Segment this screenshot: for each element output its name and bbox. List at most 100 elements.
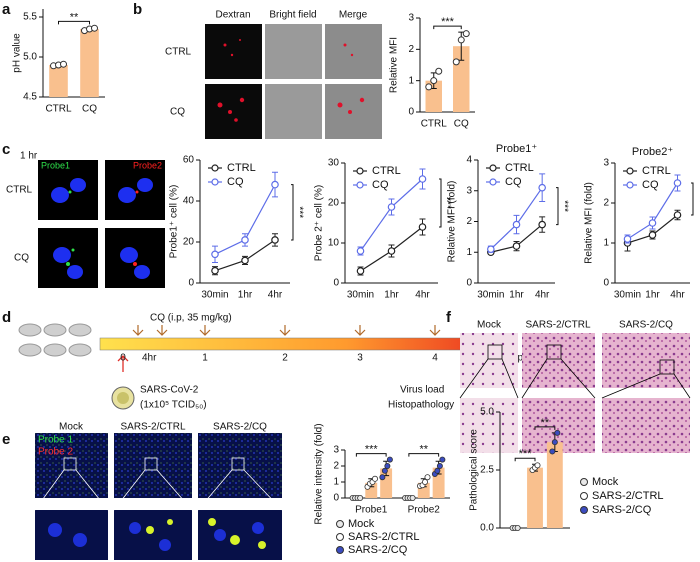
channel-label: Probe 1 [38, 435, 73, 446]
x-tick-label: 4hr [268, 290, 283, 301]
channel-label: Probe2 [133, 160, 162, 170]
significance-label: *** [558, 200, 569, 212]
data-point [457, 36, 465, 44]
image-row-label: CQ [170, 107, 185, 118]
line-marker [512, 220, 521, 229]
legend-label: CQ [372, 179, 389, 191]
channel-label: Probe1 [41, 160, 70, 170]
bar [380, 468, 393, 498]
significance-bracket [691, 182, 694, 216]
data-point [436, 462, 443, 469]
significance-bracket [514, 457, 536, 462]
bar [365, 482, 378, 498]
significance-label: *** [365, 444, 379, 456]
data-point [462, 30, 470, 38]
x-tick-label: 30min [477, 290, 504, 301]
data-point [549, 448, 556, 455]
legend-label: CQ [227, 176, 244, 188]
schematic [18, 323, 511, 428]
x-tick-label: 30min [347, 290, 374, 301]
y-tick-label: 1 [408, 75, 414, 86]
readout-label: Histopathology [388, 400, 454, 411]
x-tick-label: CTRL [45, 104, 72, 115]
legend-marker [580, 506, 588, 514]
y-tick-label: 0 [408, 107, 414, 118]
timeline-tick: 2 [282, 353, 288, 364]
y-axis-label: Relative intensity (fold) [314, 423, 325, 524]
timeline-tick: 3 [357, 353, 363, 364]
y-tick-label: 1 [603, 238, 609, 249]
y-tick-label: 3 [603, 158, 609, 169]
legend-label: SARS-2/CQ [348, 544, 408, 556]
legend-marker [211, 164, 219, 172]
data-point [357, 494, 364, 501]
chart-title: Probe2⁺ [632, 146, 673, 158]
data-point [435, 67, 443, 75]
panel-label: a [2, 1, 11, 18]
infection-label: (1x10⁵ TCID₅₀) [140, 400, 207, 411]
line-marker [648, 231, 657, 239]
legend-label: CTRL [372, 165, 401, 177]
data-point [514, 525, 521, 532]
y-tick-label: 0 [466, 278, 472, 289]
line-marker [418, 175, 427, 183]
significance-label: *** [293, 206, 304, 218]
y-tick-label: 3 [333, 445, 339, 456]
y-axis-label: Pathological score [469, 429, 480, 511]
significance-label: *** [441, 16, 455, 28]
readout-label: Virus load [400, 385, 444, 396]
treatment-label: CQ (i.p, 35 mg/kg) [150, 313, 232, 324]
data-point [439, 456, 446, 463]
y-tick-label: 2 [603, 198, 609, 209]
significance-label: ** [419, 444, 428, 456]
y-tick-label: 3 [408, 13, 414, 24]
x-tick-label: Probe1 [355, 505, 388, 516]
x-tick-label: 1hr [509, 290, 524, 301]
line-marker [211, 266, 219, 275]
y-tick-label: 10 [328, 238, 340, 249]
line-marker [211, 250, 219, 259]
legend-marker [580, 492, 588, 500]
x-tick-label: 30min [614, 290, 641, 301]
data-point [534, 462, 541, 469]
legend-marker [211, 178, 219, 186]
legend-marker [626, 181, 634, 189]
line-marker [241, 236, 249, 244]
y-tick-label: 0 [603, 278, 609, 289]
significance-bracket [534, 426, 556, 430]
y-tick-label: 5.5 [23, 12, 37, 23]
bar [80, 29, 99, 97]
data-point [409, 494, 416, 501]
legend-marker [356, 181, 364, 189]
significance-bracket [58, 20, 90, 25]
line-marker [487, 245, 495, 253]
y-tick-label: 20 [328, 198, 340, 209]
line-marker [538, 183, 546, 192]
line-marker [623, 235, 632, 243]
timeline-unit: dpi [512, 353, 525, 364]
line-marker [648, 219, 657, 227]
image-column-label: SARS-2/CTRL [525, 320, 590, 331]
image-column-label: Bright field [269, 10, 316, 21]
significance-label: ** [541, 417, 550, 429]
panel-label: f [446, 309, 452, 326]
y-tick-label: 40 [183, 196, 195, 207]
data-point [554, 429, 561, 436]
line-marker [387, 203, 396, 211]
data-point [434, 467, 441, 474]
significance-label: *** [441, 197, 452, 209]
x-tick-label: 4hr [535, 290, 550, 301]
image-column-label: Mock [477, 320, 502, 331]
y-tick-label: 5.0 [480, 407, 494, 418]
legend-marker [336, 520, 344, 528]
image-column-label: Mock [59, 422, 84, 433]
y-tick-label: 3 [466, 185, 472, 196]
data-point [551, 439, 558, 446]
x-tick-label: CQ [454, 119, 469, 130]
image-row-label: CQ [14, 253, 29, 264]
line-marker [512, 242, 521, 250]
y-tick-label: 4 [466, 155, 472, 166]
y-axis-label: Probe1⁺ cell (%) [169, 185, 180, 259]
legend-label: CQ [505, 176, 522, 188]
y-tick-label: 0 [333, 493, 339, 504]
